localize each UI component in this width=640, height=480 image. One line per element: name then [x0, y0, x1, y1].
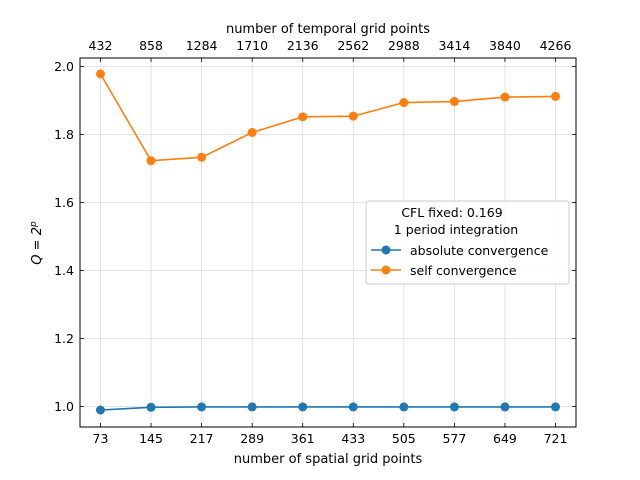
data-point-absolute-convergence	[146, 402, 156, 412]
x-tick-label: 289	[240, 431, 264, 446]
y-tick-label: 1.8	[54, 127, 74, 142]
legend-frame	[365, 200, 570, 285]
legend-swatch-absolute-marker	[381, 245, 391, 255]
y-tick-label: 2.0	[54, 59, 74, 74]
data-point-absolute-convergence	[298, 402, 308, 412]
data-point-absolute-convergence	[551, 402, 561, 412]
data-point-self-convergence	[399, 98, 409, 108]
top-x-tick-label: 3840	[489, 38, 521, 53]
top-x-tick-label: 432	[89, 38, 113, 53]
y-tick-label: 1.2	[54, 331, 74, 346]
x-tick-label: 361	[291, 431, 315, 446]
legend-title-line2: 1 period integration	[394, 222, 518, 237]
x-tick-label: 145	[139, 431, 163, 446]
data-point-self-convergence	[449, 97, 459, 107]
data-point-self-convergence	[247, 127, 257, 137]
top-x-tick-label: 1284	[186, 38, 218, 53]
x-axis-title: number of spatial grid points	[234, 452, 423, 467]
x-tick-label: 505	[392, 431, 416, 446]
x-tick-label: 73	[93, 431, 109, 446]
top-x-tick-label: 4266	[540, 38, 572, 53]
data-point-self-convergence	[298, 112, 308, 122]
x-tick-label: 721	[544, 431, 568, 446]
legend-title-line1: CFL fixed: 0.169	[401, 205, 502, 220]
x-tick-label: 577	[442, 431, 466, 446]
legend-label-absolute-convergence: absolute convergence	[410, 243, 549, 258]
y-tick-label: 1.6	[54, 195, 74, 210]
axes	[79, 57, 577, 428]
data-point-self-convergence	[551, 91, 561, 101]
y-axis-title: Q = 2p	[29, 221, 45, 265]
top-x-axis-title: number of temporal grid points	[226, 22, 430, 37]
legend-swatch-self-marker	[381, 265, 391, 275]
data-point-absolute-convergence	[95, 405, 105, 415]
top-x-tick-label: 2136	[287, 38, 319, 53]
data-series	[95, 69, 561, 415]
series-line-absolute-convergence	[100, 406, 556, 411]
legend-label-self-convergence: self convergence	[410, 263, 517, 278]
data-point-absolute-convergence	[500, 402, 510, 412]
data-point-self-convergence	[95, 69, 105, 79]
x-tick-label: 433	[341, 431, 365, 446]
data-point-absolute-convergence	[348, 402, 358, 412]
tick-labels: 73 432 145 858 217 1284 289 1710 361 2136 433 2562 5…	[54, 38, 571, 446]
top-x-tick-label: 3414	[438, 38, 470, 53]
y-tick-label: 1.4	[54, 263, 74, 278]
legend: CFL fixed: 0.169 1 period integration ab…	[365, 200, 570, 285]
data-point-self-convergence	[197, 152, 207, 162]
top-x-tick-label: 2562	[337, 38, 369, 53]
data-point-absolute-convergence	[247, 402, 257, 412]
top-x-tick-label: 2988	[388, 38, 420, 53]
data-point-absolute-convergence	[197, 402, 207, 412]
y-axis-title-exponent: p	[29, 221, 39, 228]
x-tick-label: 217	[190, 431, 214, 446]
plot-frame	[79, 57, 577, 428]
data-point-absolute-convergence	[399, 402, 409, 412]
y-tick-label: 1.0	[54, 399, 74, 414]
top-x-tick-label: 1710	[236, 38, 268, 53]
data-point-self-convergence	[146, 156, 156, 166]
data-point-self-convergence	[348, 111, 358, 121]
data-point-absolute-convergence	[449, 402, 459, 412]
data-point-self-convergence	[500, 92, 510, 102]
top-x-tick-label: 858	[139, 38, 163, 53]
series-line-self-convergence	[99, 73, 556, 162]
y-axis-title-base: Q = 2	[30, 227, 45, 265]
x-tick-label: 649	[493, 431, 517, 446]
